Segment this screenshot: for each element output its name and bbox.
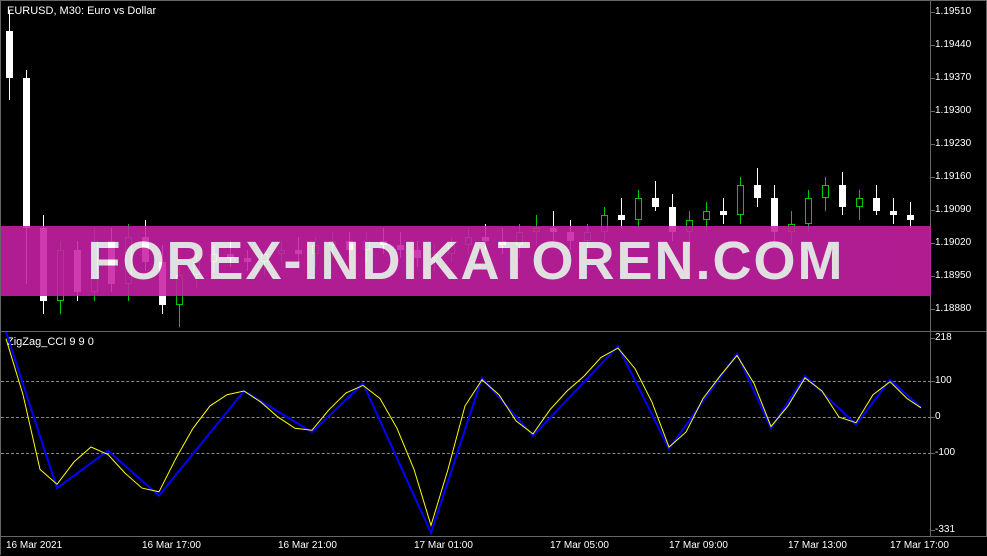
price-tick: 1.18880 — [935, 303, 971, 314]
price-tick: 1.19510 — [935, 6, 971, 17]
indicator-tick: -331 — [935, 524, 955, 535]
time-axis: 16 Mar 2021 16 Mar 17:00 16 Mar 21:00 17 Ma… — [1, 536, 987, 556]
indicator-tick: 100 — [935, 375, 952, 386]
chart-container: EURUSD, M30: Euro vs Dollar FOREX-INDIKA… — [0, 0, 987, 555]
price-axis: 1.19510 1.19440 1.19370 1.19300 1.19230 1.191… — [931, 1, 987, 331]
time-tick: 17 Mar 05:00 — [550, 540, 609, 551]
indicator-axis: 218 100 0 -100 -331 — [931, 331, 987, 536]
time-tick: 16 Mar 17:00 — [142, 540, 201, 551]
time-tick: 16 Mar 21:00 — [278, 540, 337, 551]
indicator-tick: -100 — [935, 447, 955, 458]
price-tick: 1.19160 — [935, 171, 971, 182]
time-tick: 16 Mar 2021 — [6, 540, 62, 551]
indicator-tick: 218 — [935, 332, 952, 343]
time-tick: 17 Mar 01:00 — [414, 540, 473, 551]
price-tick: 1.18950 — [935, 270, 971, 281]
time-tick: 17 Mar 13:00 — [788, 540, 847, 551]
indicator-chart[interactable]: ZigZag_CCI 9 9 0 — [1, 331, 931, 536]
zigzag-line — [6, 332, 921, 533]
indicator-lines — [1, 332, 931, 537]
watermark-text: FOREX-INDIKATOREN.COM — [88, 230, 845, 292]
indicator-tick: 0 — [935, 411, 941, 422]
price-tick: 1.19440 — [935, 39, 971, 50]
price-tick: 1.19300 — [935, 105, 971, 116]
price-tick: 1.19090 — [935, 204, 971, 215]
chart-title: EURUSD, M30: Euro vs Dollar — [7, 5, 156, 17]
time-tick: 17 Mar 09:00 — [669, 540, 728, 551]
watermark-band: FOREX-INDIKATOREN.COM — [1, 226, 931, 296]
main-price-chart[interactable]: EURUSD, M30: Euro vs Dollar FOREX-INDIKA… — [1, 1, 931, 331]
time-tick: 17 Mar 17:00 — [890, 540, 949, 551]
price-tick: 1.19230 — [935, 138, 971, 149]
price-tick: 1.19370 — [935, 72, 971, 83]
price-tick: 1.19020 — [935, 237, 971, 248]
